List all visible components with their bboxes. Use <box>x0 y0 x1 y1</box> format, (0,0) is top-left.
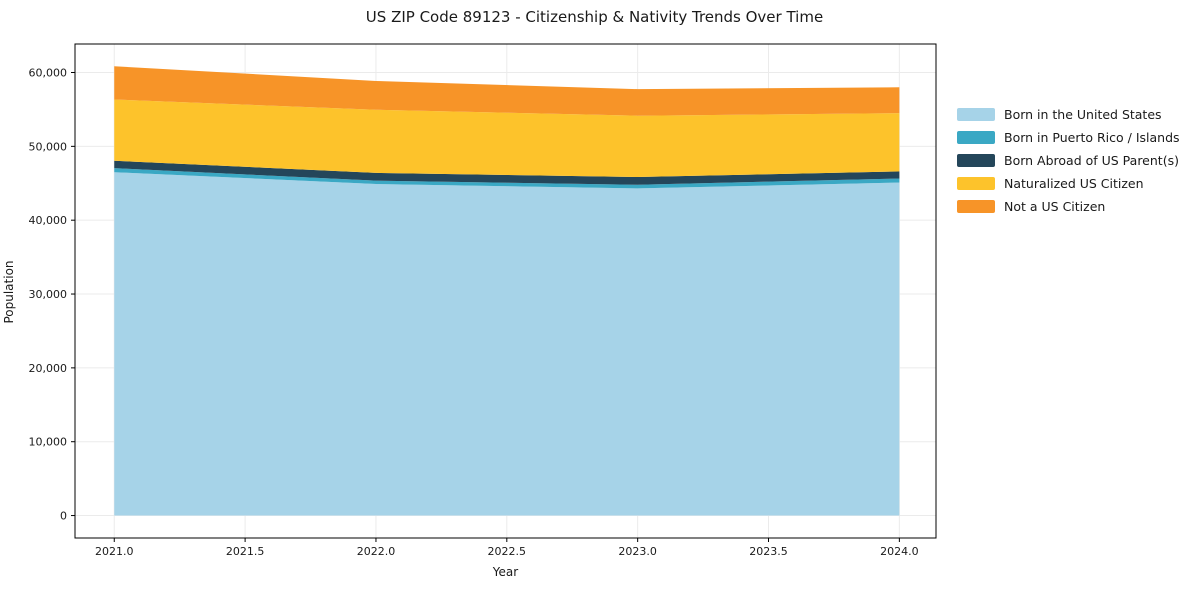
legend-item: Not a US Citizen <box>957 195 1180 218</box>
plot-border <box>74 43 937 539</box>
area-series-1 <box>114 168 900 189</box>
y-tick-label: 60,000 <box>29 67 68 80</box>
area-series-0 <box>114 172 900 516</box>
legend-label: Not a US Citizen <box>1004 199 1106 214</box>
legend-swatch <box>957 200 995 213</box>
legend-item: Naturalized US Citizen <box>957 172 1180 195</box>
y-tick-label: 0 <box>60 510 67 523</box>
legend-item: Born Abroad of US Parent(s) <box>957 149 1180 172</box>
x-tick-label: 2022.5 <box>488 545 527 558</box>
legend-item: Born in the United States <box>957 103 1180 126</box>
area-series-4 <box>114 66 900 116</box>
legend-label: Born in the United States <box>1004 107 1162 122</box>
y-tick-label: 50,000 <box>29 140 68 153</box>
legend: Born in the United States Born in Puerto … <box>957 103 1180 218</box>
x-tick-label: 2022.0 <box>357 545 396 558</box>
legend-swatch <box>957 154 995 167</box>
x-tick-label: 2023.0 <box>618 545 657 558</box>
y-tick-label: 20,000 <box>29 362 68 375</box>
x-tick-label: 2023.5 <box>749 545 788 558</box>
legend-swatch <box>957 131 995 144</box>
legend-label: Naturalized US Citizen <box>1004 176 1144 191</box>
x-tick-label: 2024.0 <box>880 545 919 558</box>
legend-swatch <box>957 177 995 190</box>
x-axis-label: Year <box>492 565 519 579</box>
area-series-2 <box>114 160 900 185</box>
legend-label: Born Abroad of US Parent(s) <box>1004 153 1179 168</box>
legend-swatch <box>957 108 995 121</box>
y-tick-label: 30,000 <box>29 288 68 301</box>
legend-item: Born in Puerto Rico / Islands <box>957 126 1180 149</box>
y-tick-label: 10,000 <box>29 436 68 449</box>
x-tick-label: 2021.5 <box>226 545 265 558</box>
x-tick-label: 2021.0 <box>95 545 134 558</box>
y-axis-label: Population <box>2 260 16 324</box>
area-series-3 <box>114 99 900 177</box>
y-tick-label: 40,000 <box>29 214 68 227</box>
chart-title: US ZIP Code 89123 - Citizenship & Nativi… <box>365 8 824 26</box>
legend-label: Born in Puerto Rico / Islands <box>1004 130 1180 145</box>
